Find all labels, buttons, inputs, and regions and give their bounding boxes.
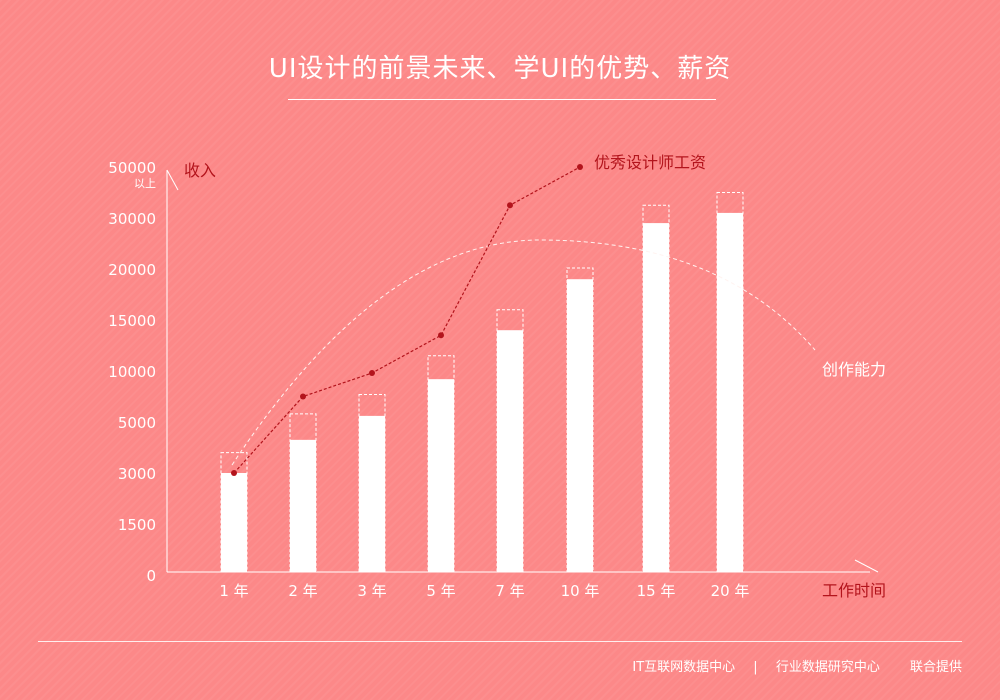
bar	[428, 379, 454, 572]
x-tick-label: 10 年	[561, 582, 600, 600]
salary-point	[369, 370, 375, 377]
y-axis-title: 收入	[184, 161, 216, 180]
x-tick-label: 5 年	[426, 582, 455, 600]
bar	[717, 212, 743, 572]
y-tick-label: 15000	[108, 312, 156, 330]
bar	[359, 415, 385, 572]
x-tick-label: 3 年	[357, 582, 386, 600]
y-tick-label: 3000	[118, 465, 156, 483]
bar	[497, 330, 523, 572]
salary-line	[233, 166, 581, 474]
salary-point	[507, 202, 513, 209]
y-tick-label: 30000	[108, 210, 156, 228]
y-tick-note: 以上	[134, 177, 156, 190]
y-tick-label: 20000	[108, 261, 156, 279]
ability-curve	[231, 239, 816, 466]
bar	[221, 473, 247, 572]
footer-source-2: 行业数据研究中心	[775, 660, 880, 675]
chart-title: UI设计的前景未来、学UI的优势、薪资	[268, 54, 732, 84]
salary-point	[577, 164, 583, 170]
bar	[290, 439, 316, 572]
x-tick-label: 20 年	[711, 582, 750, 600]
x-axis-end-slash	[854, 559, 879, 573]
x-tick-label: 7 年	[495, 582, 524, 600]
x-tick-label: 1 年	[219, 582, 248, 600]
y-tick-label: 0	[146, 567, 156, 585]
salary-point	[438, 332, 444, 339]
x-tick-label: 15 年	[637, 582, 676, 600]
footer-separator: |	[753, 660, 758, 675]
y-axis-end-slash	[166, 169, 179, 191]
y-tick-label: 5000	[118, 414, 156, 432]
bar	[643, 223, 669, 572]
y-tick-label: 10000	[108, 363, 156, 381]
footer-provided: 联合提供	[909, 660, 962, 675]
salary-point	[300, 393, 306, 400]
footer-credits: IT互联网数据中心 | 行业数据研究中心 联合提供	[618, 656, 962, 675]
title-underline	[288, 99, 716, 100]
salary-point	[231, 470, 237, 476]
salary-line-label: 优秀设计师工资	[594, 153, 706, 172]
bar-outline	[566, 267, 594, 573]
footer-source-1: IT互联网数据中心	[632, 660, 736, 675]
y-tick-label: 50000	[108, 159, 156, 177]
footer-divider	[38, 641, 962, 642]
y-tick-label: 1500	[118, 516, 156, 534]
x-tick-label: 2 年	[288, 582, 317, 600]
x-axis-title: 工作时间	[822, 581, 886, 600]
ability-curve-label: 创作能力	[822, 360, 886, 379]
bar	[567, 279, 593, 572]
